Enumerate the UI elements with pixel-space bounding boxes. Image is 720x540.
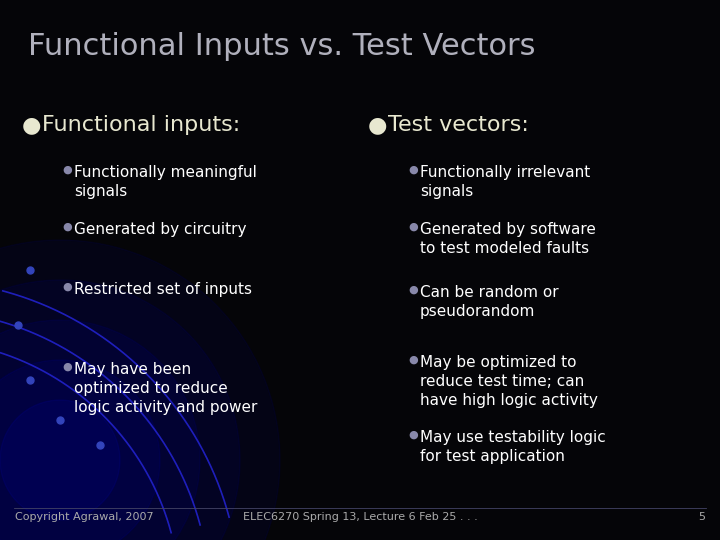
Text: ●: ● [62, 282, 72, 292]
Text: ●: ● [62, 222, 72, 232]
Text: ELEC6270 Spring 13, Lecture 6 Feb 25 . . .: ELEC6270 Spring 13, Lecture 6 Feb 25 . .… [243, 512, 477, 522]
Text: ●: ● [408, 165, 418, 175]
Text: ●: ● [22, 115, 41, 135]
Text: ●: ● [368, 115, 387, 135]
Text: Generated by circuitry: Generated by circuitry [74, 222, 246, 237]
Text: May have been
optimized to reduce
logic activity and power: May have been optimized to reduce logic … [74, 362, 257, 415]
Text: May use testability logic
for test application: May use testability logic for test appli… [420, 430, 606, 464]
Text: ●: ● [408, 285, 418, 295]
Circle shape [0, 320, 200, 540]
Text: Functionally irrelevant
signals: Functionally irrelevant signals [420, 165, 590, 199]
Text: Functionally meaningful
signals: Functionally meaningful signals [74, 165, 257, 199]
Text: ●: ● [62, 362, 72, 372]
Text: ●: ● [408, 355, 418, 365]
Text: May be optimized to
reduce test time; can
have high logic activity: May be optimized to reduce test time; ca… [420, 355, 598, 408]
Text: ●: ● [408, 430, 418, 440]
Circle shape [0, 360, 160, 540]
Text: Restricted set of inputs: Restricted set of inputs [74, 282, 252, 297]
Text: Can be random or
pseudorandom: Can be random or pseudorandom [420, 285, 559, 319]
Text: ●: ● [408, 222, 418, 232]
Text: 5: 5 [698, 512, 705, 522]
Circle shape [0, 280, 240, 540]
Circle shape [0, 240, 280, 540]
Text: ●: ● [62, 165, 72, 175]
Text: Generated by software
to test modeled faults: Generated by software to test modeled fa… [420, 222, 596, 256]
Text: Test vectors:: Test vectors: [388, 115, 529, 135]
Text: Copyright Agrawal, 2007: Copyright Agrawal, 2007 [15, 512, 153, 522]
Circle shape [0, 400, 120, 520]
Text: Functional Inputs vs. Test Vectors: Functional Inputs vs. Test Vectors [28, 32, 536, 61]
Text: Functional inputs:: Functional inputs: [42, 115, 240, 135]
